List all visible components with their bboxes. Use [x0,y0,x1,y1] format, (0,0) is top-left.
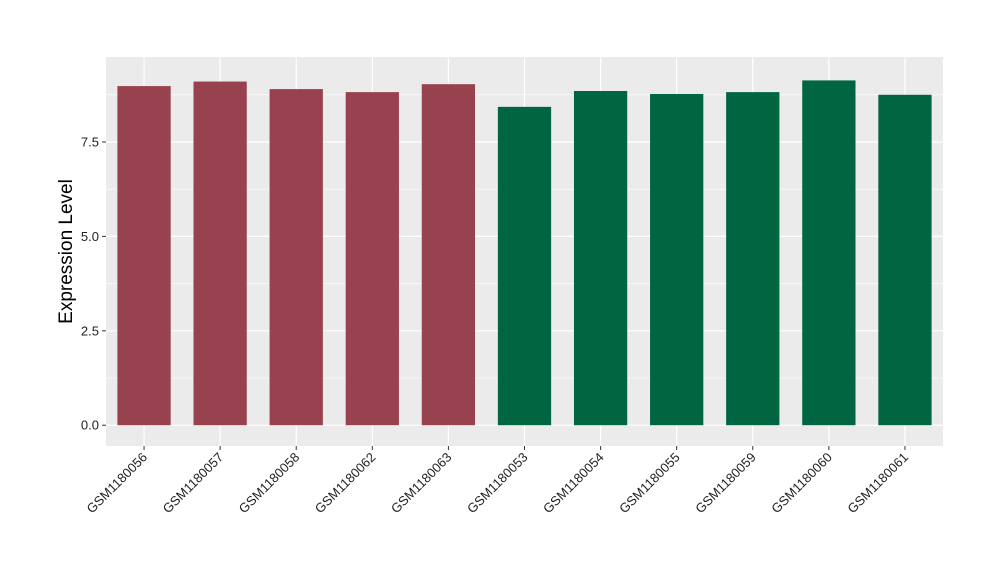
bar-GSM1180060 [802,80,856,426]
x-tick-label: GSM1180057 [160,450,227,517]
bars [117,80,932,426]
bar-GSM1180061 [878,94,932,426]
bar-GSM1180057 [193,81,247,426]
x-tick-label: GSM1180054 [540,450,607,517]
y-tick-label: 5.0 [81,229,99,244]
bar-GSM1180054 [573,90,628,426]
x-tick-label: GSM1180061 [844,450,911,517]
bar-GSM1180055 [650,94,704,426]
x-tick-label: GSM1180062 [312,450,379,517]
x-tick-label: GSM1180063 [388,450,455,517]
bar-GSM1180056 [117,86,171,426]
x-tick-label: GSM1180053 [464,450,531,517]
y-tick-label: 7.5 [81,134,99,149]
y-axis-title: Expression Level [56,179,77,324]
bar-GSM1180059 [726,92,780,426]
x-tick-label: GSM1180060 [768,450,835,517]
bar-GSM1180063 [421,84,476,426]
bar-GSM1180053 [497,106,552,426]
x-axis: GSM1180056 GSM1180057 GSM1180058 GSM1180062… [84,446,911,517]
x-tick-label: GSM1180058 [236,450,303,517]
x-tick-label: GSM1180059 [692,450,759,517]
bar-GSM1180058 [269,89,323,426]
y-tick-label: 0.0 [81,418,99,433]
y-tick-label: 2.5 [81,323,99,338]
x-tick-label: GSM1180056 [84,450,151,517]
y-axis: 0.0 2.5 5.0 7.5 [81,134,106,433]
x-tick-label: GSM1180055 [616,450,683,517]
bar-GSM1180062 [345,92,399,426]
